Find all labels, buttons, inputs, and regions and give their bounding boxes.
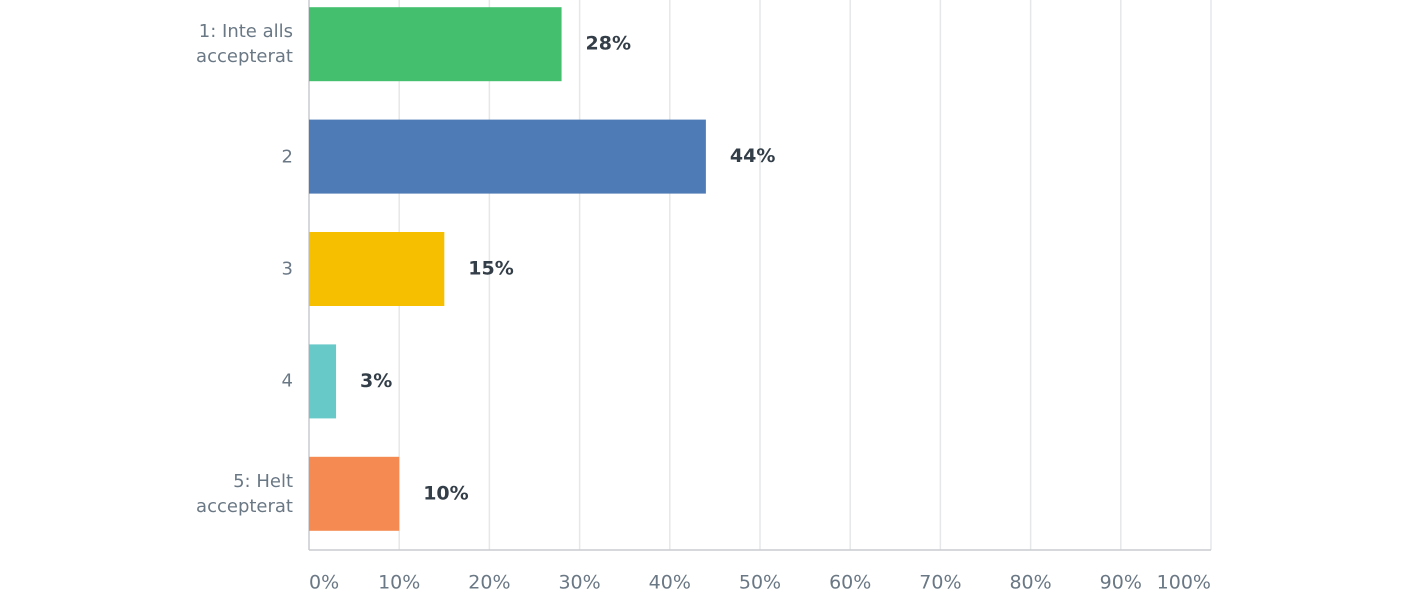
value-label: 15%	[468, 258, 513, 280]
category-label: 5: Helt accepterat	[196, 470, 293, 517]
x-tick-label: 40%	[649, 572, 691, 594]
x-tick-label: 10%	[378, 572, 420, 594]
value-label: 3%	[360, 370, 392, 392]
x-tick-label: 60%	[829, 572, 871, 594]
x-tick-label: 0%	[309, 572, 339, 594]
x-tick-label: 50%	[739, 572, 781, 594]
bar	[309, 119, 706, 194]
bar	[309, 344, 337, 419]
x-tick-label: 70%	[919, 572, 961, 594]
category-label: 2	[281, 146, 293, 168]
value-label: 10%	[423, 482, 468, 504]
category-label: 1: Inte alls accepterat	[196, 21, 293, 68]
category-label: 3	[281, 258, 293, 280]
x-tick-label: 100%	[1157, 572, 1211, 594]
x-tick-label: 20%	[468, 572, 510, 594]
value-label: 28%	[586, 33, 631, 55]
category-label: 4	[281, 370, 293, 392]
bar	[309, 232, 445, 306]
bar	[309, 456, 400, 531]
x-tick-label: 90%	[1100, 572, 1142, 594]
value-label: 44%	[730, 145, 775, 167]
bar	[309, 7, 562, 82]
x-tick-label: 30%	[558, 572, 600, 594]
x-tick-label: 80%	[1009, 572, 1051, 594]
